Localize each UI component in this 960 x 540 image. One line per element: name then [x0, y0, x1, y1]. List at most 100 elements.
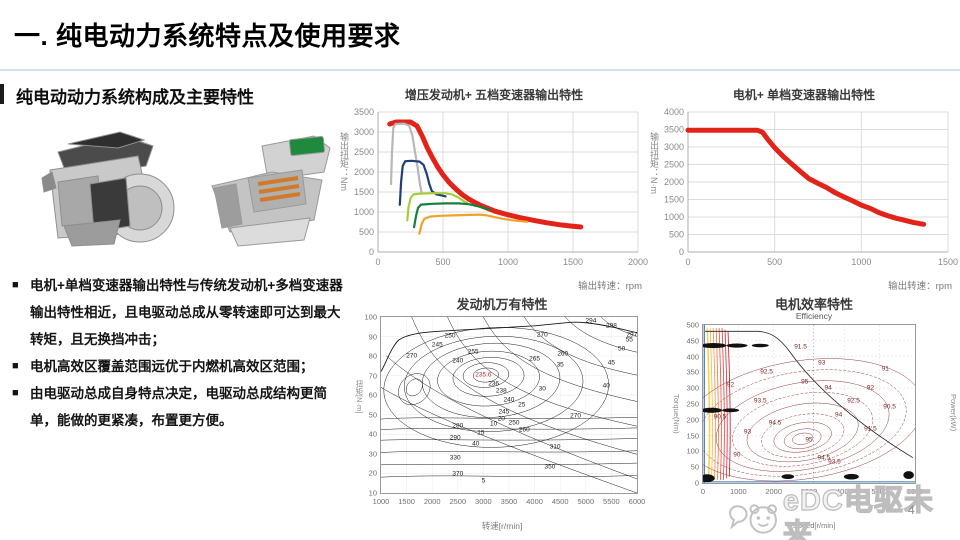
y-tick: 100	[686, 446, 699, 456]
contour-label: 236	[488, 380, 500, 388]
contour-label: 91.5	[864, 425, 877, 433]
x-axis-label: Speed[r/min]	[792, 521, 836, 530]
contour-label: 270	[536, 331, 548, 339]
y-tick: 50	[368, 410, 377, 420]
contour-label: 298	[605, 322, 617, 330]
subtitle-accent-bar	[0, 84, 4, 104]
brand-watermark: eDC电驱未来	[728, 484, 960, 540]
list-item: ■ 电机高效区覆盖范围远优于内燃机高效区范围；	[12, 353, 350, 380]
page-number: 4	[908, 503, 915, 517]
y-tick: 10	[368, 488, 377, 498]
chart-plot-area: 0 500 1000 1500 2000 0 500 1000 1500 2000 2500 3000…	[342, 104, 648, 277]
chart-motor-output: 电机+ 单档变速器输出特性 输出扭矩：N·m 0 500 1000 1500 0 500 1…	[648, 86, 960, 292]
x-tick: 1000	[851, 257, 871, 267]
y-axis-right-label: Power(kW)	[949, 394, 958, 432]
contour-label: 92.5	[847, 397, 860, 405]
y-tick: 60	[368, 390, 377, 400]
contour-label: 35	[556, 361, 564, 369]
y-tick: 50	[690, 462, 699, 472]
y-tick: 0	[679, 247, 684, 257]
efficiency-inner-title: Efficiency	[795, 311, 833, 321]
y-tick: 1500	[664, 195, 684, 205]
x-tick: 5000	[871, 487, 888, 496]
engine-transmission-photo	[41, 131, 175, 247]
contour-map-graphic	[381, 317, 637, 493]
contour-label: 290	[449, 434, 461, 442]
chart1-canvas: 0 500 1000 1500 2000 0 500 1000 1500 2000 2500 3000…	[354, 107, 648, 267]
contour-label: 94.5	[817, 454, 831, 462]
contour-label: 92	[726, 381, 735, 389]
x-tick: 3000	[475, 497, 492, 506]
y-axis-label: 输出扭矩：N·m	[649, 132, 659, 194]
chart2-series-motor-output	[685, 127, 927, 227]
contour-label: 330	[449, 454, 461, 462]
bullet-text: 电机+单档变速器输出特性与传统发动机+多档变速器输出特性相近，且电驱动总成从零转…	[30, 278, 343, 347]
x-tick: 1500	[398, 497, 415, 506]
contour-label: 95	[805, 436, 813, 444]
chart1-series-gear4	[412, 202, 491, 229]
y-axis-label: 扭矩[N·m]	[355, 380, 364, 414]
contour-label: 25	[518, 401, 526, 409]
contour-label: 15	[477, 429, 485, 437]
x-tick: 500	[767, 257, 782, 267]
contour-label: 270	[406, 352, 418, 360]
y-tick: 70	[368, 371, 377, 381]
contour-label: 240	[452, 357, 464, 365]
contour-label: 310	[549, 443, 561, 451]
x-tick: 1000	[372, 497, 390, 506]
chart1-series-gear2	[398, 159, 447, 206]
contour-label: 245	[431, 341, 443, 349]
y-tick: 100	[364, 312, 377, 322]
y-tick: 500	[686, 320, 699, 330]
y-tick: 3500	[354, 107, 374, 117]
contour-label: 93	[818, 359, 826, 367]
contour-label: 238	[495, 387, 507, 395]
y-tick: 0	[369, 247, 374, 257]
y-tick: 2500	[664, 160, 684, 170]
x-tick: 1000	[729, 487, 747, 496]
contour-label: 93.5	[753, 397, 767, 405]
edrive-assembly-photo	[211, 135, 331, 247]
chart1-series-max-envelope	[387, 119, 584, 230]
x-tick: 5000	[577, 497, 595, 506]
list-item: ■ 由电驱动总成自身特点决定，电驱动总成结构更简单，能做的更紧凑，布置更方便。	[12, 380, 350, 434]
contour-label: 92.5	[760, 368, 773, 376]
contour-label: 40	[602, 382, 610, 390]
y-tick: 80	[368, 351, 377, 361]
chart-title: 电机+ 单档变速器输出特性	[732, 88, 876, 102]
y-tick: 3000	[664, 142, 684, 152]
list-item: ■ 电机+单档变速器输出特性与传统发动机+多档变速器输出特性相近，且电驱动总成从…	[12, 272, 350, 353]
contour-label: 235.6	[475, 371, 492, 379]
chart-title: 增压发动机+ 五档变速器输出特性	[404, 88, 584, 102]
chart-engine-bsfc-map: 发动机万有特性 扭矩[N·m]	[352, 294, 652, 534]
x-tick: 2500	[449, 497, 467, 506]
chart-plot-area: 0 1000 2000 3000 4000 5000 6000 0 50 100 150 200 250…	[686, 321, 923, 497]
chart-title: 发动机万有特性	[456, 297, 548, 312]
contour-label: 90.5	[713, 413, 727, 421]
page-title: 一. 纯电动力系统特点及使用要求	[14, 21, 401, 51]
chart-engine-output: 增压发动机+ 五档变速器输出特性 输出扭矩：Nm 0 500 1000 1500 200…	[338, 86, 650, 292]
x-tick: 4000	[526, 497, 543, 506]
y-tick: 150	[686, 431, 699, 441]
y-tick: 4000	[664, 107, 684, 117]
y-tick: 1000	[354, 207, 374, 217]
contour-label: 240	[503, 396, 515, 404]
contour-label: 94	[835, 411, 843, 419]
y-tick: 40	[368, 429, 377, 439]
x-tick: 5500	[603, 497, 620, 506]
bullet-square-icon: ■	[12, 279, 19, 291]
contour-label: 30	[538, 385, 546, 393]
chart2-canvas: 0 500 1000 1500 0 500 1000 1500 2000 2500 3000 3500…	[664, 107, 958, 267]
contour-label: 55	[625, 336, 633, 344]
x-tick: 1500	[563, 257, 583, 267]
y-tick: 90	[368, 332, 377, 342]
x-tick: 6000	[906, 487, 924, 496]
contour-label: 10	[490, 420, 498, 428]
contour-label: 265	[529, 355, 541, 363]
y-tick: 3500	[664, 125, 684, 135]
contour-label: 260	[557, 350, 569, 358]
y-tick: 350	[686, 367, 699, 377]
chart-plot-area: 0 500 1000 1500 0 500 1000 1500 2000 2500 3000 3500…	[652, 104, 958, 277]
x-axis-label: 转速[r/min]	[481, 521, 523, 531]
y-tick: 450	[686, 336, 699, 346]
